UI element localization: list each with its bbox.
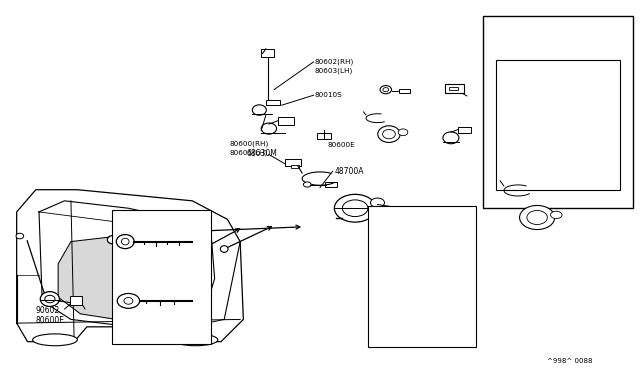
Text: 80600E: 80600E: [36, 316, 65, 325]
Ellipse shape: [45, 295, 55, 303]
Bar: [266, 100, 280, 105]
Ellipse shape: [33, 334, 77, 346]
Polygon shape: [58, 236, 192, 321]
Text: 48700: 48700: [531, 35, 555, 44]
Ellipse shape: [383, 87, 388, 92]
Bar: [261, 49, 274, 57]
Ellipse shape: [116, 235, 134, 248]
Bar: [399, 89, 410, 93]
Text: 68630M: 68630M: [246, 149, 277, 158]
Text: 80600M: 80600M: [118, 270, 148, 279]
Text: 80600P: 80600P: [118, 214, 147, 223]
Ellipse shape: [122, 238, 129, 245]
Bar: [317, 133, 331, 138]
Ellipse shape: [252, 105, 266, 115]
Ellipse shape: [378, 126, 400, 142]
Text: 80600(RH): 80600(RH): [229, 140, 269, 147]
Polygon shape: [17, 190, 243, 341]
Ellipse shape: [342, 200, 368, 217]
Ellipse shape: [16, 233, 24, 239]
Ellipse shape: [383, 129, 396, 139]
Ellipse shape: [124, 298, 133, 304]
Bar: [483, 16, 633, 208]
Text: ^998^ 0088: ^998^ 0088: [547, 358, 592, 364]
Bar: [495, 60, 620, 190]
Ellipse shape: [334, 194, 376, 222]
Text: 80600E: 80600E: [328, 142, 355, 148]
Ellipse shape: [303, 182, 311, 187]
Text: 48700A: 48700A: [335, 167, 364, 176]
Ellipse shape: [380, 86, 392, 94]
Ellipse shape: [117, 294, 140, 308]
Ellipse shape: [220, 246, 228, 252]
Bar: [325, 182, 337, 187]
Ellipse shape: [40, 292, 60, 307]
Ellipse shape: [550, 211, 562, 219]
Text: 80601(LH): 80601(LH): [229, 150, 268, 156]
Ellipse shape: [520, 205, 555, 230]
Ellipse shape: [173, 334, 218, 346]
Ellipse shape: [527, 211, 547, 225]
Ellipse shape: [108, 235, 118, 244]
Bar: [368, 206, 476, 347]
Ellipse shape: [261, 123, 276, 134]
Bar: [291, 164, 299, 168]
Text: 80602(RH): 80602(RH): [315, 59, 354, 65]
Ellipse shape: [371, 198, 385, 207]
Text: 80010S: 80010S: [315, 92, 342, 98]
Bar: [113, 210, 211, 343]
Text: 90602: 90602: [36, 306, 60, 315]
Bar: [285, 159, 301, 166]
Bar: [445, 84, 464, 93]
Bar: [278, 118, 294, 125]
Bar: [449, 87, 458, 90]
Text: 48703: 48703: [499, 65, 523, 74]
Text: AT[0889-  ]: AT[0889- ]: [488, 22, 528, 28]
Ellipse shape: [398, 129, 408, 136]
Bar: [70, 296, 83, 305]
Ellipse shape: [443, 132, 459, 144]
Bar: [458, 127, 470, 133]
Text: 48700: 48700: [430, 211, 454, 220]
Text: 80603(LH): 80603(LH): [315, 67, 353, 74]
